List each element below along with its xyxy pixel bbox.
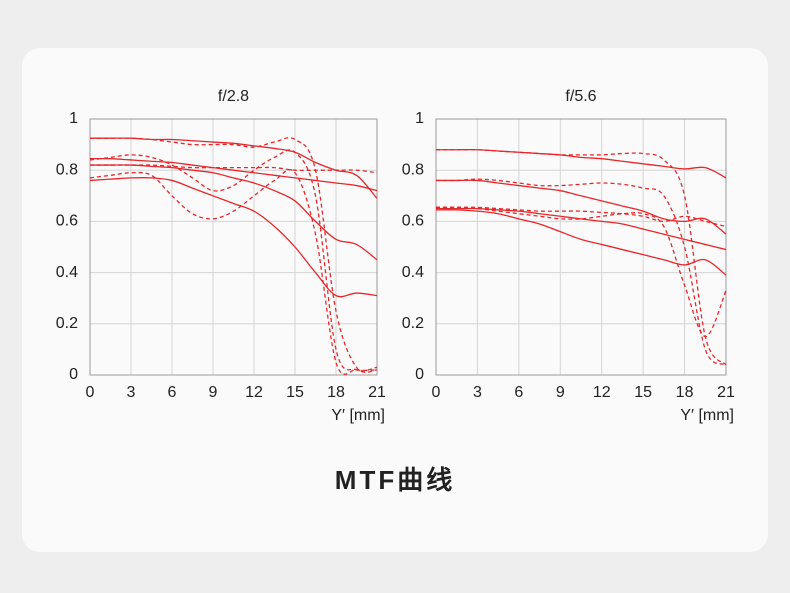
- mtf-curve: [90, 164, 378, 174]
- x-tick-label: 21: [368, 384, 386, 401]
- x-tick-label: 12: [593, 384, 611, 401]
- mtf-curve: [89, 169, 378, 375]
- y-tick-label: 1: [415, 110, 424, 127]
- x-tick-label: 6: [514, 384, 523, 401]
- y-tick-label: 0: [415, 366, 424, 383]
- x-tick-label: 15: [286, 384, 304, 401]
- mtf-curve: [436, 207, 727, 251]
- x-tick-label: 18: [676, 384, 694, 401]
- x-tick-label: 6: [168, 384, 177, 401]
- plot-frame: [435, 118, 727, 376]
- y-tick-label: 0.6: [402, 213, 424, 230]
- y-tick-label: 0.4: [56, 264, 78, 281]
- x-tick-label: 9: [209, 384, 218, 401]
- plot-frame: [89, 118, 378, 376]
- y-tick-label: 0.2: [56, 315, 78, 332]
- x-tick-label: 18: [327, 384, 345, 401]
- page-title: MTF曲线: [335, 465, 455, 495]
- x-axis-label: Y′ [mm]: [331, 407, 385, 424]
- y-tick-label: 0: [69, 366, 78, 383]
- x-tick-label: 15: [634, 384, 652, 401]
- x-tick-label: 3: [127, 384, 136, 401]
- mtf-curve: [436, 148, 727, 179]
- x-tick-label: 9: [556, 384, 565, 401]
- mtf-curve: [436, 148, 727, 366]
- mtf-curve: [89, 176, 378, 298]
- y-tick-label: 0.8: [402, 161, 424, 178]
- mtf-curve: [90, 164, 378, 261]
- chart-title: f/5.6: [565, 88, 596, 105]
- x-axis-label: Y′ [mm]: [680, 407, 734, 424]
- mtf-curve: [89, 149, 378, 372]
- x-tick-label: 3: [473, 384, 482, 401]
- y-tick-label: 0.4: [402, 264, 424, 281]
- y-tick-label: 0.2: [402, 315, 424, 332]
- mtf-curve: [436, 179, 727, 235]
- y-tick-label: 0.6: [56, 213, 78, 230]
- y-tick-label: 1: [69, 110, 78, 127]
- mtf-curve: [89, 157, 378, 192]
- chart-title: f/2.8: [218, 88, 249, 105]
- mtf-curve: [89, 137, 378, 199]
- x-tick-label: 12: [245, 384, 263, 401]
- x-tick-label: 0: [432, 384, 441, 401]
- x-tick-label: 0: [86, 384, 95, 401]
- y-tick-label: 0.8: [56, 161, 78, 178]
- x-tick-label: 21: [717, 384, 735, 401]
- mtf-curve: [435, 209, 727, 276]
- card: [22, 48, 768, 552]
